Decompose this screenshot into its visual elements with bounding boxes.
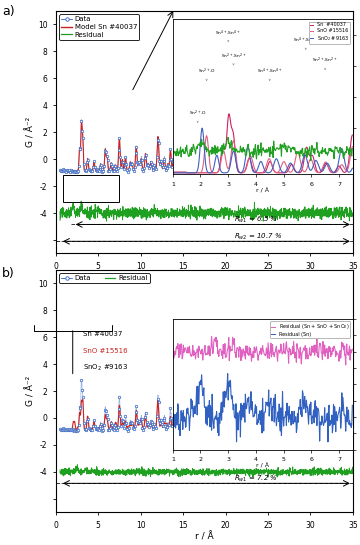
Residual (Sn + SnO + SnO$_2$)	[171, 344, 175, 351]
SnO$_2$ #9163	[220, 169, 224, 175]
Sn  #40037	[220, 145, 224, 152]
SnO #15516	[171, 169, 175, 176]
Sn  #40037	[226, 111, 231, 117]
Residual (Sn + SnO + SnO$_2$)	[343, 362, 348, 368]
Residual (Sn)	[206, 408, 210, 414]
Sn  #40037	[350, 132, 355, 138]
SnO$_2$ #9163	[206, 169, 211, 176]
X-axis label: r / Å: r / Å	[195, 532, 213, 542]
Sn  #40037	[171, 169, 175, 175]
Residual (Sn)	[207, 414, 211, 421]
SnO$_2$ #9163	[171, 169, 175, 176]
Residual (Sn)	[332, 421, 336, 428]
Residual (Sn + SnO + SnO$_2$)	[350, 346, 355, 353]
Residual (Sn)	[171, 410, 175, 417]
Residual (Sn)	[192, 405, 196, 412]
Sn  #40037	[185, 169, 189, 176]
Text: $R_{w1}$ = 6.5 %: $R_{w1}$ = 6.5 %	[234, 215, 278, 225]
Line: SnO$_2$ #9163: SnO$_2$ #9163	[173, 128, 352, 173]
Text: Sn$^{2+}$-O: Sn$^{2+}$-O	[198, 67, 216, 81]
Residual (Sn + SnO + SnO$_2$)	[331, 345, 336, 352]
Residual (Sn + SnO + SnO$_2$)	[192, 347, 196, 354]
Text: b): b)	[2, 267, 14, 280]
Text: Sn$^{2+}$-Sn$^{2+}$: Sn$^{2+}$-Sn$^{2+}$	[312, 56, 338, 70]
Text: Sn$^{4+}$-Sn$^{4+}$: Sn$^{4+}$-Sn$^{4+}$	[216, 28, 241, 42]
Text: $R_{w1}$ = 7.2 %: $R_{w1}$ = 7.2 %	[234, 474, 278, 484]
Text: SnO$_2$ #9163: SnO$_2$ #9163	[82, 363, 128, 373]
SnO #15516	[207, 156, 212, 163]
Residual (Sn)	[225, 371, 230, 377]
SnO$_2$ #9163	[192, 169, 196, 176]
Residual (Sn + SnO + SnO$_2$)	[220, 349, 224, 355]
Line: Residual (Sn): Residual (Sn)	[173, 374, 352, 442]
Sn  #40037	[207, 169, 212, 176]
Residual (Sn)	[328, 422, 332, 428]
X-axis label: r / Å: r / Å	[195, 274, 213, 283]
SnO #15516	[192, 169, 196, 176]
Sn  #40037	[332, 169, 336, 175]
Line: Sn  #40037: Sn #40037	[173, 114, 352, 173]
SnO #15516	[350, 143, 355, 150]
SnO$_2$ #9163	[331, 169, 336, 175]
Sn  #40037	[328, 168, 332, 174]
Residual (Sn + SnO + SnO$_2$)	[206, 349, 210, 355]
Text: a): a)	[2, 5, 14, 19]
Line: SnO #15516: SnO #15516	[173, 136, 352, 173]
Text: SnO #15516: SnO #15516	[82, 348, 127, 354]
Residual (Sn)	[219, 417, 224, 423]
Sn  #40037	[206, 169, 211, 176]
SnO$_2$ #9163	[207, 169, 212, 176]
SnO$_2$ #9163	[200, 125, 204, 131]
Text: $R_{w2}$ = 10.7 %: $R_{w2}$ = 10.7 %	[234, 232, 282, 242]
Residual (Sn + SnO + SnO$_2$)	[207, 351, 211, 358]
Legend: Sn  #40037, SnO #15516, SnO$_2$ #9163: Sn #40037, SnO #15516, SnO$_2$ #9163	[309, 21, 350, 44]
SnO$_2$ #9163	[350, 165, 355, 172]
SnO #15516	[220, 152, 224, 158]
Text: Sn$^{4+}$-Sn$^{4+}$: Sn$^{4+}$-Sn$^{4+}$	[293, 36, 318, 50]
Legend: Data, Residual: Data, Residual	[59, 273, 150, 283]
Residual (Sn)	[350, 402, 355, 409]
Residual (Sn + SnO + SnO$_2$)	[328, 348, 332, 355]
SnO #15516	[206, 144, 211, 151]
Text: Sn #40037: Sn #40037	[82, 331, 122, 337]
Text: Sn$^{4+}$-Sn$^{4+}$: Sn$^{4+}$-Sn$^{4+}$	[257, 67, 282, 81]
Bar	[63, 175, 120, 202]
Text: Sn$^{2+}$-O: Sn$^{2+}$-O	[189, 109, 207, 123]
Y-axis label: G / Å⁻²: G / Å⁻²	[26, 376, 35, 406]
Residual (Sn)	[326, 439, 330, 445]
SnO #15516	[204, 132, 209, 139]
Text: Sn$^{2+}$-Sn$^{2+}$: Sn$^{2+}$-Sn$^{2+}$	[221, 52, 246, 65]
Legend: Residual (Sn + SnO + SnO$_2$), Residual (Sn): Residual (Sn + SnO + SnO$_2$), Residual …	[270, 321, 350, 338]
Line: Residual (Sn + SnO + SnO$_2$): Residual (Sn + SnO + SnO$_2$)	[173, 336, 352, 365]
Residual (Sn + SnO + SnO$_2$)	[210, 333, 214, 340]
X-axis label: r / Å: r / Å	[256, 189, 269, 193]
Sn  #40037	[192, 169, 197, 176]
SnO #15516	[331, 169, 336, 176]
Y-axis label: G / Å⁻²: G / Å⁻²	[26, 117, 35, 147]
X-axis label: r / Å: r / Å	[256, 464, 269, 469]
Legend: Data, Model Sn #40037, Residual: Data, Model Sn #40037, Residual	[59, 14, 139, 40]
SnO #15516	[328, 167, 332, 173]
SnO$_2$ #9163	[328, 164, 332, 170]
